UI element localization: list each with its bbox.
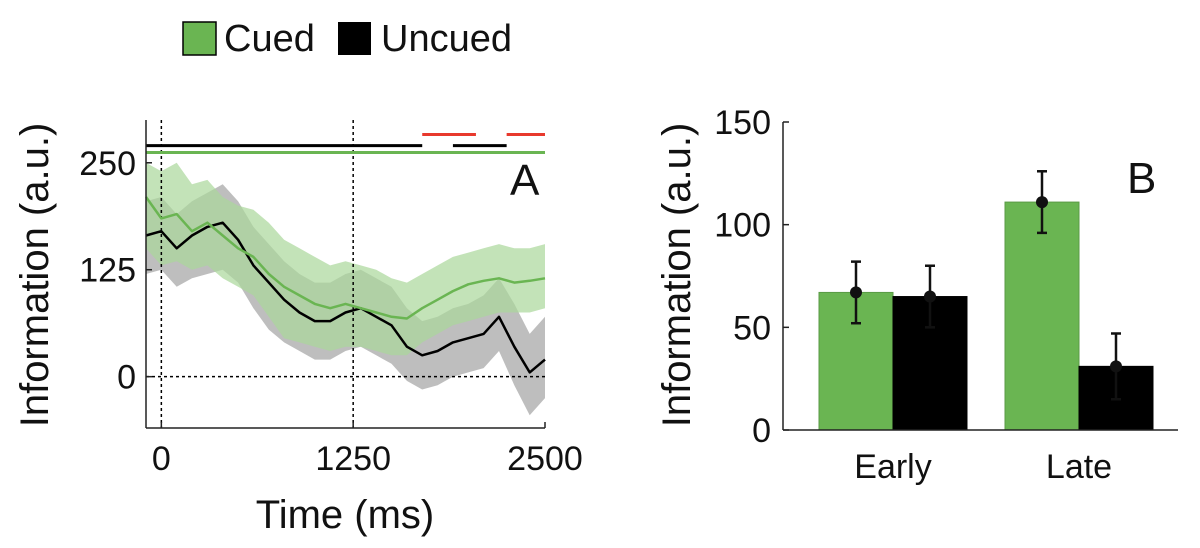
x-tick-label: 2500 — [507, 440, 583, 478]
panel-a-y-axis-title: Information (a.u.) — [13, 123, 57, 428]
panel-b-y-axis-title: Information (a.u.) — [655, 123, 699, 428]
y-tick-label: 50 — [733, 309, 771, 347]
bar-late-cued — [1004, 201, 1080, 431]
legend-label-cued: Cued — [224, 18, 315, 60]
category-label-early: Early — [854, 448, 931, 486]
y-tick-label: 0 — [752, 412, 771, 450]
mean-dot-early-uncued — [924, 290, 936, 303]
y-tick-label: 125 — [79, 252, 136, 290]
panel-b-bar-chart: 0 50 100 150 Early Late B Information (a.u.) — [655, 104, 1178, 486]
legend-swatch-cued — [182, 21, 217, 56]
legend-label-uncued: Uncued — [381, 18, 512, 60]
y-tick-label: 100 — [714, 207, 771, 245]
mean-dot-early-cued — [850, 286, 862, 299]
series-line-cued — [144, 196, 546, 320]
legend-swatch-uncued — [338, 22, 371, 55]
panel-a-label: A — [510, 156, 540, 205]
panel-a-x-axis-title: Time (ms) — [256, 493, 434, 537]
legend: Cued Uncued — [182, 18, 512, 60]
mean-dot-late-cued — [1036, 196, 1048, 209]
x-tick-label: 0 — [152, 440, 171, 478]
category-label-late: Late — [1046, 448, 1112, 486]
y-tick-label: 150 — [714, 104, 771, 142]
panel-b-label: B — [1127, 154, 1156, 203]
x-tick-label: 1250 — [315, 440, 391, 478]
y-tick-label: 0 — [117, 359, 136, 397]
confidence-band-cued — [146, 162, 545, 356]
mean-dot-late-uncued — [1110, 360, 1122, 373]
y-tick-label: 250 — [79, 145, 136, 183]
